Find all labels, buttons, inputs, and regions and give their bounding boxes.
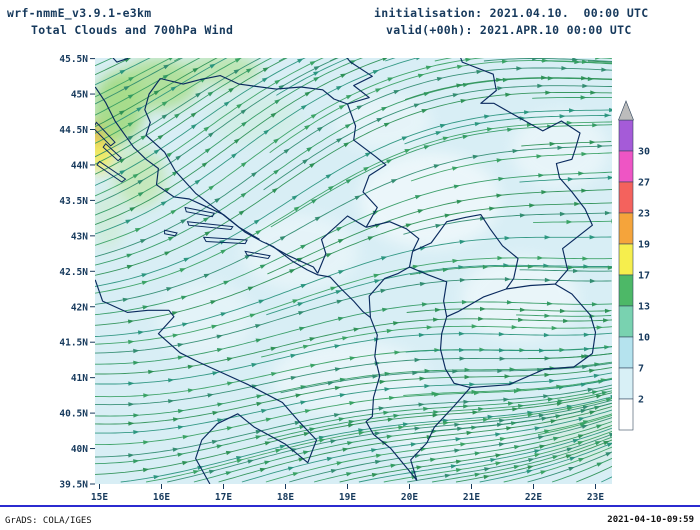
lat-label: 40.5N bbox=[59, 409, 88, 420]
lon-label: 15E bbox=[91, 492, 108, 503]
colorbar-segment bbox=[618, 243, 634, 276]
lon-label: 21E bbox=[463, 492, 480, 503]
colorbar-label: 2 bbox=[638, 395, 644, 406]
lat-label: 42.5N bbox=[59, 267, 88, 278]
colorbar-label: 30 bbox=[638, 147, 650, 158]
colorbar-label: 13 bbox=[638, 302, 650, 313]
grads-credit: GrADS: COLA/IGES bbox=[5, 516, 92, 526]
lon-label: 19E bbox=[339, 492, 356, 503]
colorbar-segment bbox=[618, 181, 634, 214]
lon-label: 22E bbox=[525, 492, 542, 503]
lat-label: 39.5N bbox=[59, 480, 88, 491]
colorbar-label: 19 bbox=[638, 240, 650, 251]
render-timestamp: 2021-04-10-09:59 bbox=[607, 515, 694, 525]
colorbar-label: 27 bbox=[638, 178, 650, 189]
lat-label: 41.5N bbox=[59, 338, 88, 349]
lat-label: 41N bbox=[71, 373, 88, 384]
colorbar-arrow bbox=[618, 100, 634, 121]
init-time-label: initialisation: 2021.04.10. 00:00 UTC bbox=[374, 6, 649, 20]
lat-label: 44.5N bbox=[59, 125, 88, 136]
colorbar-label: 10 bbox=[638, 333, 650, 344]
lon-label: 16E bbox=[153, 492, 170, 503]
colorbar-label: 23 bbox=[638, 209, 650, 220]
lat-label: 45N bbox=[71, 90, 88, 101]
colorbar-label: 7 bbox=[638, 364, 644, 375]
lon-label: 17E bbox=[215, 492, 232, 503]
colorbar-label: 17 bbox=[638, 271, 650, 282]
lat-label: 43N bbox=[71, 231, 88, 242]
colorbar-segment bbox=[618, 274, 634, 307]
lat-label: 44N bbox=[71, 160, 88, 171]
valid-time-label: valid(+00h): 2021.APR.10 00:00 UTC bbox=[386, 23, 632, 37]
lon-label: 18E bbox=[277, 492, 294, 503]
colorbar-segment bbox=[618, 150, 634, 183]
colorbar-segment bbox=[618, 119, 634, 152]
lat-label: 40N bbox=[71, 444, 88, 455]
lon-label: 23E bbox=[587, 492, 604, 503]
lat-label: 45.5N bbox=[59, 54, 88, 65]
colorbar-segment bbox=[618, 367, 634, 400]
axis-labels: 45.5N 45N 44.5N 44N 43.5N 43N 42.5N 42N 41.5N 41N… bbox=[59, 54, 604, 503]
colorbar-segment bbox=[618, 398, 634, 431]
model-version-title: wrf-nmmE_v3.9.1-e3km bbox=[7, 6, 152, 20]
product-title: Total Clouds and 700hPa Wind bbox=[31, 23, 234, 37]
lon-label: 20E bbox=[401, 492, 418, 503]
lat-label: 42N bbox=[71, 302, 88, 313]
colorbar-segment bbox=[618, 305, 634, 338]
country-borders-layer bbox=[95, 58, 597, 484]
colorbar: 30 27 23 19 17 13 10 7 2 bbox=[618, 100, 650, 431]
colorbar-segment bbox=[618, 336, 634, 369]
wind-streamlines-layer bbox=[95, 58, 612, 483]
footer-divider-line bbox=[0, 505, 700, 507]
lat-label: 43.5N bbox=[59, 196, 88, 207]
colorbar-segment bbox=[618, 212, 634, 245]
